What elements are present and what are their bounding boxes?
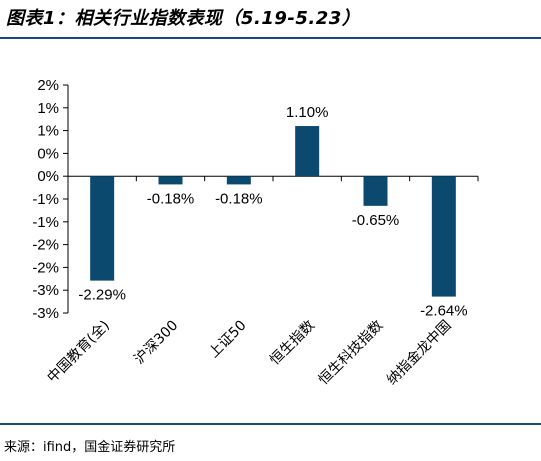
category-label: 纳指金龙中国	[384, 318, 455, 389]
bar-value-label: -0.18%	[147, 190, 195, 207]
bar-value-label: -2.29%	[78, 287, 126, 304]
source-note: 来源：ifind，国金证券研究所	[4, 440, 176, 455]
y-axis: 2% 1% 1% 0% 0% -1% -1% -2% -2% -3% -3%	[32, 77, 69, 322]
bar-value-label: 1.10%	[286, 104, 329, 121]
bar-value-label: -2.64%	[420, 303, 468, 320]
category-label: 恒生科技指数	[316, 318, 387, 389]
y-tick-label: -2%	[32, 237, 59, 254]
source-divider	[0, 423, 541, 425]
y-tick-label: -3%	[32, 282, 59, 299]
bar	[226, 176, 251, 185]
bar-value-label: -0.18%	[215, 190, 263, 207]
y-tick-label: -1%	[32, 214, 59, 231]
chart-title: 图表1：相关行业指数表现（5.19-5.23）	[6, 8, 361, 29]
y-tick-label: -2%	[32, 259, 59, 276]
y-tick-label: 1%	[37, 100, 59, 117]
value-labels: -2.29% -0.18% -0.18% 1.10% -0.65% -2.64%	[78, 104, 467, 320]
y-tick-label: 0%	[37, 168, 59, 185]
y-tick-label: 0%	[37, 145, 59, 162]
y-tick-label: -3%	[32, 305, 59, 322]
y-tick-label: 2%	[37, 77, 59, 94]
bar	[431, 176, 456, 297]
category-label: 恒生指数	[267, 318, 318, 369]
category-label: 中国教育(全)	[44, 317, 113, 386]
bar-chart: 2% 1% 1% 0% 0% -1% -1% -2% -2% -3% -3% -2.29% -0.18…	[32, 77, 479, 388]
bar	[295, 126, 320, 177]
bar-series	[90, 126, 456, 297]
y-tick-label: 1%	[37, 123, 59, 140]
category-label: 沪深300	[131, 318, 181, 368]
bar	[90, 176, 115, 281]
y-tick-label: -1%	[32, 191, 59, 208]
title-divider	[0, 37, 541, 39]
category-label: 上证50	[206, 318, 250, 362]
x-axis	[67, 175, 479, 182]
bar-value-label: -0.65%	[352, 212, 400, 229]
bar	[158, 176, 183, 185]
bar	[363, 176, 388, 206]
